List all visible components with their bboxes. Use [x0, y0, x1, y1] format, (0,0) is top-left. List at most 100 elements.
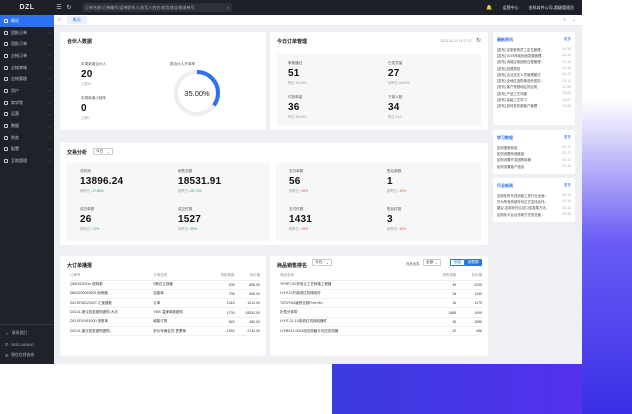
tutorial-more-link[interactable]: 更多 [563, 135, 571, 139]
nav-icon [4, 30, 8, 35]
chevron-right-icon: › [48, 53, 50, 59]
top-bar: DZL ☰ ↻ 订单名称/订单编号/运单联系人/收货人姓名/收货地址/物流单号 … [0, 0, 582, 15]
stat-delta: 较昨日 ↑49% [289, 226, 312, 231]
table-cell: LYHT-21-1X能低红机械线器件 [280, 317, 423, 328]
table-cell: 1050 [456, 317, 482, 328]
app-window: DZL ☰ ↻ 订单名称/订单编号/运单联系人/收货人姓名/收货地址/物流单号 … [0, 0, 582, 364]
industry-title: 行业新闻 [497, 183, 513, 188]
tab-overview[interactable]: 概况 [66, 16, 87, 24]
sidebar-item[interactable]: 企帐订单 › [0, 50, 54, 62]
sort-by-amount-button[interactable]: 销售额 [465, 259, 482, 266]
item-title: [发布] 全地区选购单选完成的... [497, 79, 544, 84]
table-row[interactable]: DZL01-速汉批发团购团购-大次 YMS 温速单链团购 1700 18252.00 [70, 307, 260, 318]
big-orders-card: 大订单播报 订单号 订单名称 采购单数 总价格 QM1912091e 规则单 0蛋白立刻… [60, 256, 266, 356]
menu-icon[interactable]: ☰ [56, 5, 62, 11]
product-period-select[interactable]: 今日 ⌄ [312, 259, 332, 266]
table-row[interactable]: DB20230023009 用例器 百能单 708 696.00 [70, 289, 260, 300]
list-item[interactable]: 定制化平台合作新方式的全面... 03-08 [497, 211, 571, 217]
contact-us[interactable]: ☺ 联系我们 [0, 328, 54, 339]
sidebar-item[interactable]: 概况 [0, 15, 54, 27]
sidebar-item-label: 企帐管理 [11, 76, 27, 82]
big-orders-title: 大订单播报 [67, 263, 93, 269]
table-cell: 1869 [422, 307, 457, 318]
item-title: 如何设置客户信息 [497, 164, 525, 169]
list-item[interactable]: [发布] 产品工艺详细 12-08 [497, 90, 571, 96]
center-link[interactable]: 运营中心 [502, 4, 519, 10]
table-row[interactable]: 折叠分体带 1869 1909 [280, 307, 482, 318]
table-cell: 49 [422, 280, 457, 290]
table-row[interactable]: DZL01-速次批发团购团购... 折价车辆会员-售票单 1392 2742.00 [70, 326, 260, 337]
nav-icon [4, 18, 8, 23]
list-item[interactable]: [发布] 2019商城页面发展管理... 04-16 [497, 52, 571, 58]
list-item[interactable]: 如何搜索商品 01-17 [497, 144, 571, 150]
list-item[interactable]: 如何设置客户信息 01-16 [497, 163, 571, 169]
sidebar-item[interactable]: 团批订单 › [0, 27, 54, 39]
sidebar-item[interactable]: 团批订单 › [0, 38, 54, 50]
sidebar-item-label: 企帐商城 [11, 64, 27, 70]
sidebar-item[interactable]: 企帐管理 › [0, 73, 54, 85]
list-item[interactable]: [发布] 全地区选购单选完成的... 01-11 [497, 77, 571, 84]
sidebar-item[interactable]: 互助管理 › [0, 155, 54, 167]
list-item[interactable]: [发布] 消费应用回收过程管理... 01-16 [497, 59, 571, 65]
table-cell: 1190 [456, 289, 482, 300]
list-item[interactable]: [发布] 如何发布新客户管理 12-06 [497, 103, 571, 109]
hotline[interactable]: ✆ 0532-185400 [0, 339, 54, 350]
chevron-down-icon[interactable]: ⌄ [571, 17, 576, 23]
tutorial-title: 学习教程 [497, 135, 513, 140]
sort-by-volume-button[interactable]: 销量 [450, 259, 466, 266]
refresh-icon[interactable]: ↻ [66, 5, 72, 11]
list-item[interactable]: 定制化时代成消费工具行业全面... 04-14 [497, 192, 571, 198]
list-item[interactable]: 华为所有商城年份正式支持合作... 04-14 [497, 198, 571, 204]
list-item[interactable]: 建议-定制化的认证口径发展方法... 03-10 [497, 205, 571, 211]
list-item[interactable]: [发布] 定制我的员工定位管理... 04-16 [497, 46, 571, 52]
table-row[interactable]: LYHT10只能低红机械线时 34 1190 [280, 289, 482, 300]
sidebar-item[interactable]: 商学院 › [0, 97, 54, 109]
sidebar-item[interactable]: 配置 › [0, 144, 54, 156]
category-select[interactable]: 全部 ⌄ [423, 259, 441, 266]
category-filter-label: 商品品类 [406, 262, 420, 266]
list-item[interactable]: 如何设置商城链接 01-17 [497, 150, 571, 156]
table-row[interactable]: YFHP-010非商止工艺转轴工程器 49 2235 [280, 280, 482, 290]
delta-value: 71% [92, 227, 100, 231]
table-row[interactable]: DZLSF01911000-多数单 增能订购 520 480.00 [70, 317, 260, 328]
stat-value: 26 [80, 214, 92, 225]
list-item[interactable]: [发布] 回退规范 01-15 [497, 65, 571, 71]
stat-sub: 昨日 58.00% [288, 115, 307, 119]
table-cell: LYHT10只能低红机械线时 [280, 289, 423, 300]
table-row[interactable]: DZLSF08120027-汇速速数 订单 1015 1012.00 [70, 298, 260, 309]
delta-value: 17.65% [92, 189, 104, 193]
sidebar-item[interactable]: 运营 › [0, 109, 54, 121]
sidebar-item[interactable]: 用户 › [0, 85, 54, 97]
collapse-icon[interactable]: « [58, 17, 61, 23]
wechat-consult[interactable]: ✉ 微信在线咨询 [0, 350, 54, 361]
trade-period-select[interactable]: 今日 ⌄ [93, 148, 113, 155]
expand-icon[interactable]: » [563, 17, 566, 23]
delta-value: 28.74% [190, 189, 202, 193]
table-row[interactable]: QM1912091e 规则单 0蛋白立刻器 205 855.00 [70, 280, 260, 290]
news-more-link[interactable]: 更多 [563, 37, 571, 41]
table-row[interactable]: LYH8231-0031用边测截平可控发电器 20 496 [280, 326, 482, 337]
tutorial-list: 如何搜索商品 01-17 如何设置商城链接 01-17 如何设置开发团购转换 01-17 如… [497, 144, 571, 169]
list-item[interactable]: 如何设置开发团购转换 01-17 [497, 157, 571, 163]
user-menu[interactable]: 金科软件公司-超级管理员 [528, 4, 574, 10]
list-item[interactable]: [发布] 企业定位人员管理模式 01-13 [497, 71, 571, 77]
search-input[interactable]: 订单名称/订单编号/运单联系人/收货人姓名/收货地址/物流单号 ⌕ [82, 3, 232, 12]
table-row[interactable]: LYHT-21-1X能低红机械线器件 30 1050 [280, 317, 482, 328]
bell-icon[interactable]: 🔔 [486, 4, 493, 11]
list-item[interactable]: [发布] 客户是基地区的应用 12-09 [497, 84, 571, 90]
industry-more-link[interactable]: 更多 [563, 183, 571, 187]
trade-stat: 售后单数 1 较昨日 ↑10% [387, 169, 406, 193]
sidebar-item[interactable]: 企帐商城 › [0, 62, 54, 74]
refresh-icon[interactable]: ↻ [475, 38, 481, 44]
stat-value: 1431 [289, 214, 313, 225]
contact-label: 联系我们 [11, 331, 28, 335]
logo[interactable]: DZL [19, 4, 35, 11]
list-item[interactable]: [发布] 高级工艺学习 12-07 [497, 96, 571, 103]
sidebar-item[interactable]: 财务 › [0, 132, 54, 144]
item-title: 定制化平台合作新方式的全面... [497, 212, 544, 217]
news-title: 最新资讯 [497, 37, 513, 42]
column-header: 采购单数 [422, 272, 457, 281]
search-icon[interactable]: ⌕ [226, 5, 229, 10]
sidebar-item[interactable]: 数据 › [0, 120, 54, 132]
table-row[interactable]: TZSYH10级别仓数Free Mo 16 1170 [280, 298, 482, 309]
